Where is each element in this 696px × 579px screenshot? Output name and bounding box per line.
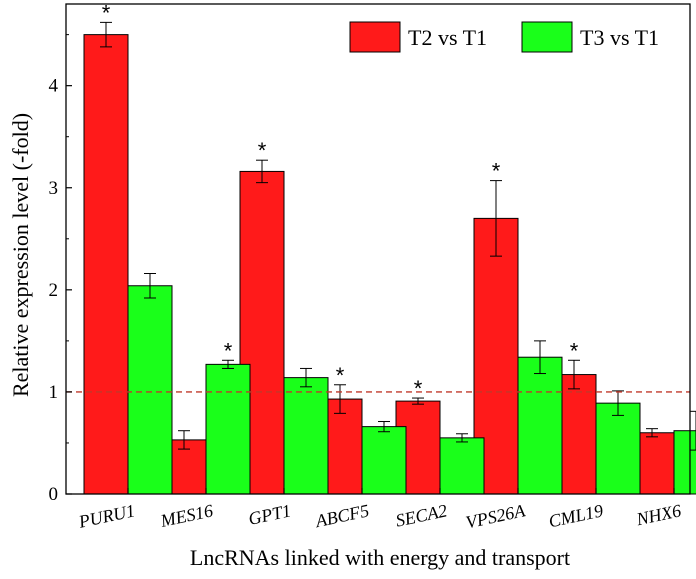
significance-star: * bbox=[224, 338, 233, 363]
x-tick-label-gpt1: GPT1 bbox=[247, 500, 293, 529]
significance-star: * bbox=[414, 376, 423, 401]
bar-puru1-s1 bbox=[83, 34, 129, 495]
bar-puru1-s2 bbox=[127, 285, 173, 495]
x-tick-label-abcf5: ABCF5 bbox=[313, 500, 371, 531]
y-tick-label: 2 bbox=[49, 280, 59, 301]
significance-star: * bbox=[336, 363, 345, 388]
x-tick-label-puru1: PURU1 bbox=[76, 500, 137, 532]
bar-seca2-s2 bbox=[439, 437, 485, 495]
x-tick-label-mes16: MES16 bbox=[158, 500, 215, 531]
legend-label: T2 vs T1 bbox=[408, 25, 487, 50]
y-tick-label: 4 bbox=[49, 76, 59, 97]
legend-label: T3 vs T1 bbox=[580, 25, 659, 50]
bar-mes16-s2 bbox=[205, 363, 251, 495]
significance-star: * bbox=[258, 138, 267, 163]
x-tick-label-nhx6: NHX6 bbox=[634, 500, 683, 529]
x-tick-label-seca2: SECA2 bbox=[394, 500, 449, 530]
legend-swatch bbox=[521, 21, 573, 53]
bar-nhx6-s2 bbox=[673, 430, 696, 495]
y-tick-label: 0 bbox=[49, 484, 59, 505]
bar-vps26a-s2 bbox=[517, 356, 563, 495]
significance-star: * bbox=[570, 338, 579, 363]
legend-swatch bbox=[349, 21, 401, 53]
bar-cml19-s2 bbox=[595, 402, 641, 495]
x-tick-label-vps26a: VPS26A bbox=[464, 500, 528, 532]
significance-star: * bbox=[492, 159, 501, 184]
legend: T2 vs T1 T3 vs T1 bbox=[349, 21, 659, 53]
x-tick-label-cml19: CML19 bbox=[547, 500, 605, 531]
bar-gpt1-s2 bbox=[283, 377, 329, 495]
significance-star: * bbox=[102, 0, 111, 25]
bar-abcf5-s2 bbox=[361, 426, 407, 495]
y-axis-title: Relative expression level (-fold) bbox=[8, 113, 33, 397]
y-tick-label: 1 bbox=[49, 382, 59, 403]
plot-frame bbox=[65, 3, 691, 495]
y-tick-label: 3 bbox=[49, 178, 59, 199]
x-axis-title: LncRNAs linked with energy and transport bbox=[190, 545, 570, 570]
bars-layer: * * * * * * * bbox=[83, 0, 696, 495]
